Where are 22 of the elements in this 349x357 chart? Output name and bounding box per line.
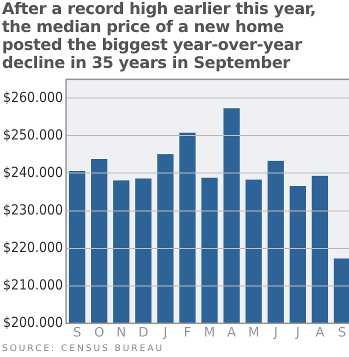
- x-tick-label: A: [315, 326, 324, 341]
- y-tick-label: $260.000: [2, 90, 64, 106]
- y-tick-label: $230.000: [2, 202, 64, 218]
- y-tick-label: $210.000: [2, 278, 64, 294]
- x-tick-label: M: [248, 326, 260, 341]
- x-tick-label: D: [138, 326, 148, 341]
- y-tick-label: $200.000: [2, 315, 64, 332]
- y-tick-label: $250.000: [2, 127, 64, 144]
- chart-title: After a record high earlier this year, the median price of a new home posted the biggest year-over-year decline in 35 years in September: [2, 0, 317, 72]
- x-tick-label: A: [227, 326, 236, 341]
- x-tick-label: J: [272, 326, 278, 341]
- x-tick-label: S: [338, 326, 346, 341]
- y-tick-label: $220.000: [2, 240, 64, 256]
- x-tick-label: O: [94, 326, 104, 341]
- x-tick-label: S: [72, 326, 82, 341]
- x-tick-label: M: [204, 326, 216, 341]
- x-tick-label: N: [116, 326, 126, 341]
- x-tick-label: J: [162, 326, 168, 341]
- x-tick-label: J: [294, 326, 300, 341]
- y-tick-label: $240.000: [2, 164, 64, 181]
- source-note: SOURCE: CENSUS BUREAU: [2, 344, 164, 354]
- x-tick-label: F: [184, 326, 192, 341]
